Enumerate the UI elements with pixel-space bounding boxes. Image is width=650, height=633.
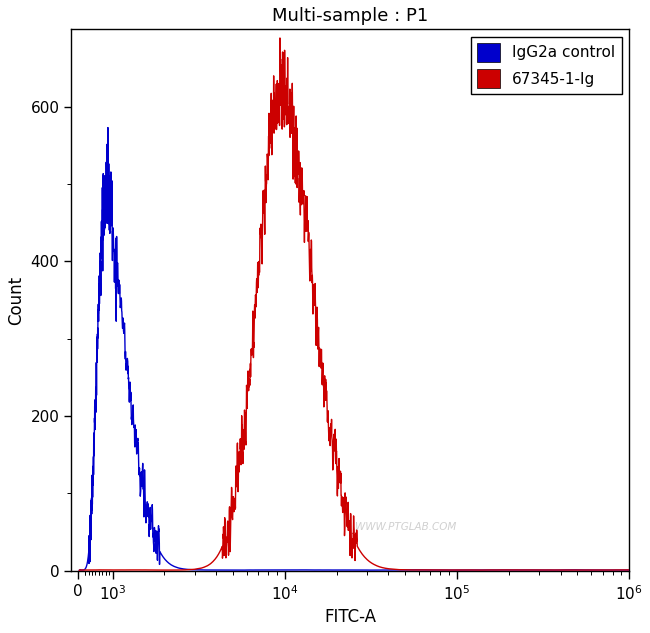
Title: Multi-sample : P1: Multi-sample : P1 [272, 7, 428, 25]
X-axis label: FITC-A: FITC-A [324, 608, 376, 626]
Y-axis label: Count: Count [7, 275, 25, 325]
Text: WWW.PTGLAB.COM: WWW.PTGLAB.COM [356, 522, 457, 532]
Legend: IgG2a control, 67345-1-Ig: IgG2a control, 67345-1-Ig [471, 37, 621, 94]
